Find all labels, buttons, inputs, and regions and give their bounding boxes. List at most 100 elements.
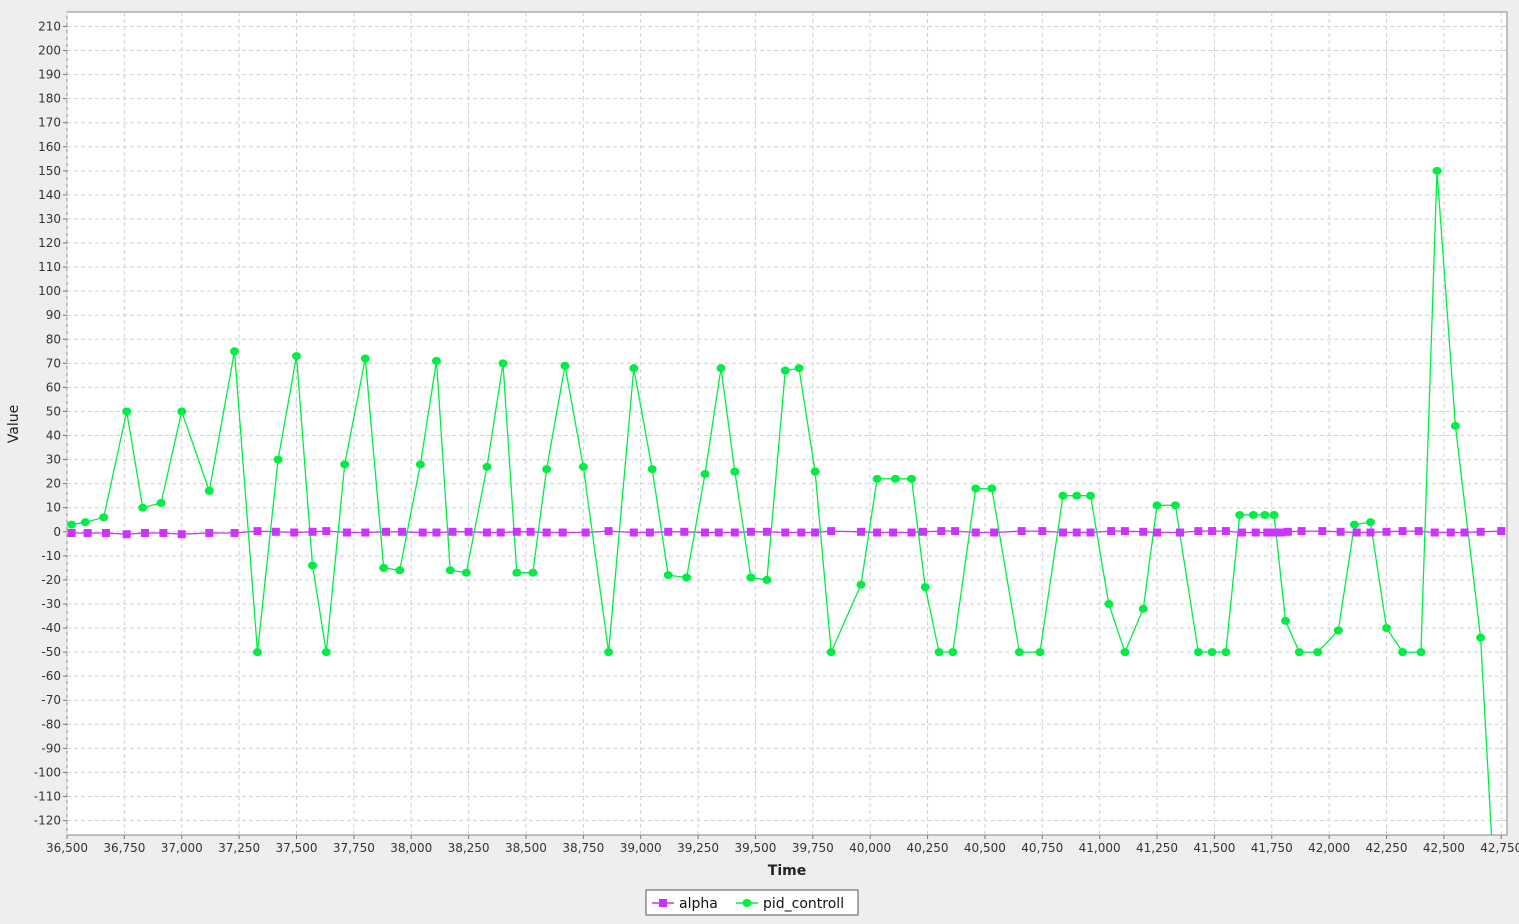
point-alpha — [496, 528, 505, 537]
y-tick-label: -110 — [34, 789, 61, 803]
point-pid_controll — [542, 465, 552, 474]
point-alpha — [558, 528, 567, 537]
point-pid_controll — [1476, 633, 1486, 642]
point-alpha — [1251, 528, 1260, 537]
point-alpha — [951, 527, 960, 536]
point-pid_controll — [560, 361, 570, 370]
point-alpha — [1120, 527, 1129, 536]
point-alpha — [1414, 527, 1423, 536]
point-pid_controll — [1382, 624, 1392, 633]
y-tick-label: 100 — [38, 284, 61, 298]
point-alpha — [271, 527, 280, 536]
point-alpha — [1058, 528, 1067, 537]
point-pid_controll — [890, 474, 900, 483]
x-axis: 36,500 36,750 37,000 37,250 37,500 37,750 38,0… — [46, 835, 1519, 855]
point-pid_controll — [647, 465, 657, 474]
y-tick-label: 60 — [46, 380, 61, 394]
y-tick-label: 50 — [46, 404, 61, 418]
x-tick-label: 42,750 — [1480, 841, 1519, 855]
y-tick-label: 120 — [38, 236, 61, 250]
y-tick-label: 210 — [38, 19, 61, 33]
point-alpha — [1107, 527, 1116, 536]
legend-label-pid_controll: pid_controll — [763, 896, 844, 912]
point-pid_controll — [138, 503, 148, 512]
point-alpha — [361, 528, 370, 537]
x-tick-label: 39,250 — [677, 841, 719, 855]
point-alpha — [381, 527, 390, 536]
point-pid_controll — [826, 648, 836, 657]
point-alpha — [937, 527, 946, 536]
point-pid_controll — [920, 583, 930, 592]
x-tick-label: 38,000 — [390, 841, 432, 855]
point-alpha — [102, 528, 111, 537]
point-alpha — [308, 527, 317, 536]
y-tick-label: 40 — [46, 429, 61, 443]
legend: alpha pid_controll — [645, 889, 859, 916]
y-tick-label: -20 — [41, 573, 61, 587]
point-alpha — [448, 527, 457, 536]
x-tick-label: 41,500 — [1193, 841, 1235, 855]
point-alpha — [205, 528, 214, 537]
point-alpha — [1382, 527, 1391, 536]
point-alpha — [811, 528, 820, 537]
x-tick-label: 41,000 — [1079, 841, 1121, 855]
point-alpha — [1139, 527, 1148, 536]
point-pid_controll — [360, 354, 370, 363]
point-pid_controll — [1416, 648, 1426, 657]
y-tick-label: -80 — [41, 717, 61, 731]
point-alpha — [1497, 527, 1506, 536]
legend-marker-pid_controll — [742, 899, 752, 907]
point-alpha — [1038, 527, 1047, 536]
point-alpha — [1263, 528, 1272, 537]
point-pid_controll — [177, 407, 187, 416]
point-pid_controll — [794, 364, 804, 373]
point-alpha — [907, 528, 916, 537]
x-tick-label: 40,500 — [964, 841, 1006, 855]
point-pid_controll — [1138, 604, 1148, 613]
point-pid_controll — [1248, 510, 1258, 519]
x-tick-label: 38,250 — [448, 841, 490, 855]
point-alpha — [418, 528, 427, 537]
point-pid_controll — [1085, 491, 1095, 500]
point-pid_controll — [663, 571, 673, 580]
point-alpha — [1276, 528, 1285, 537]
x-tick-label: 42,000 — [1308, 841, 1350, 855]
point-alpha — [873, 528, 882, 537]
y-tick-label: 130 — [38, 212, 61, 226]
point-pid_controll — [971, 484, 981, 493]
point-alpha — [290, 528, 299, 537]
y-tick-label: 200 — [38, 44, 61, 58]
y-tick-label: 160 — [38, 140, 61, 154]
point-pid_controll — [1104, 599, 1114, 608]
point-alpha — [857, 527, 866, 536]
point-pid_controll — [230, 347, 240, 356]
point-pid_controll — [1072, 491, 1082, 500]
point-pid_controll — [1450, 421, 1460, 430]
x-tick-label: 42,250 — [1366, 841, 1408, 855]
point-pid_controll — [1120, 648, 1130, 657]
y-tick-label: -30 — [41, 597, 61, 611]
point-alpha — [1017, 527, 1026, 536]
y-tick-label: 30 — [46, 453, 61, 467]
point-pid_controll — [340, 460, 350, 469]
point-alpha — [512, 527, 521, 536]
point-pid_controll — [445, 566, 455, 575]
point-pid_controll — [1170, 501, 1180, 510]
point-pid_controll — [1014, 648, 1024, 657]
y-tick-label: 10 — [46, 501, 61, 515]
point-pid_controll — [1193, 648, 1203, 657]
point-pid_controll — [934, 648, 944, 657]
point-alpha — [322, 527, 331, 536]
point-alpha — [1208, 527, 1217, 536]
point-alpha — [1446, 528, 1455, 537]
point-pid_controll — [746, 573, 756, 582]
point-pid_controll — [252, 648, 262, 657]
point-alpha — [781, 528, 790, 537]
point-pid_controll — [1152, 501, 1162, 510]
y-tick-label: 190 — [38, 68, 61, 82]
point-pid_controll — [682, 573, 692, 582]
point-pid_controll — [67, 520, 77, 529]
x-tick-label: 40,750 — [1021, 841, 1063, 855]
point-alpha — [526, 527, 535, 536]
point-pid_controll — [1281, 616, 1291, 625]
